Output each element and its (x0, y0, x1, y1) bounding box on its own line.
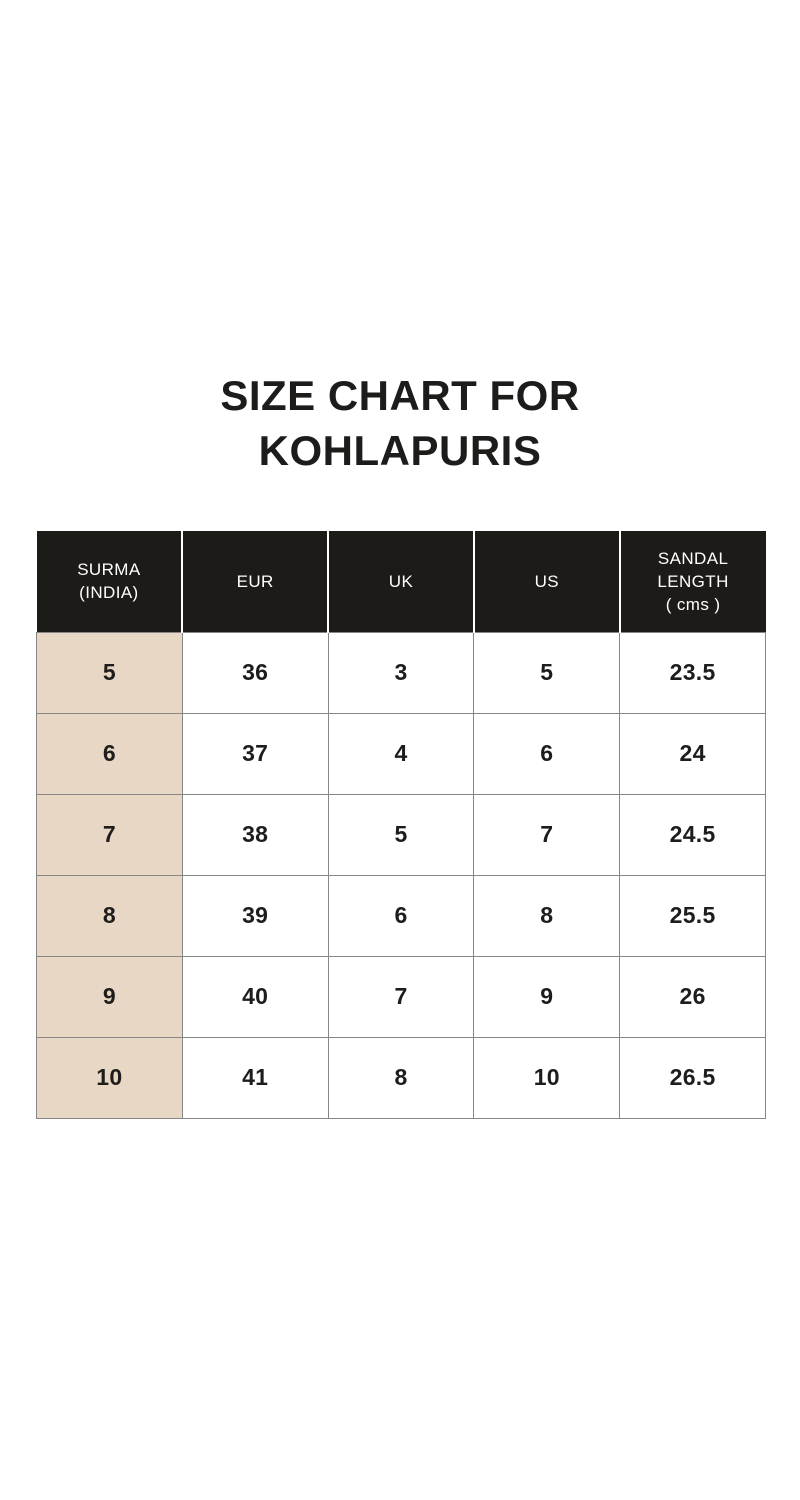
table-row: 7 38 5 7 24.5 (36, 793, 766, 876)
table-row: 10 41 8 10 26.5 (36, 1036, 766, 1119)
table-cell-uk: 4 (327, 712, 475, 795)
size-chart-body: 5 36 3 5 23.5 6 37 4 6 24 7 38 5 7 24.5 (36, 631, 766, 1119)
header-cell-us: US (473, 531, 621, 632)
table-cell-us: 7 (473, 793, 621, 876)
page-title: SIZE CHART FOR KOHLAPURIS (0, 368, 800, 478)
table-cell-eur: 36 (181, 631, 329, 714)
page-title-line-1: SIZE CHART FOR (220, 372, 580, 419)
header-cell-uk: UK (328, 531, 475, 632)
table-cell-surma: 7 (36, 793, 183, 876)
table-cell-length: 25.5 (619, 874, 766, 957)
header-label-line: EUR (236, 571, 274, 591)
table-cell-eur: 41 (181, 1036, 329, 1119)
table-cell-length: 24.5 (619, 793, 766, 876)
table-cell-surma: 6 (36, 712, 183, 795)
header-label-line: (INDIA) (79, 583, 139, 603)
table-cell-length: 23.5 (619, 631, 766, 714)
header-cell-eur: EUR (182, 531, 330, 632)
table-cell-surma: 8 (36, 874, 183, 957)
size-chart-table: SURMA (INDIA) EUR UK US SANDAL LENGTH ( … (36, 531, 766, 1119)
table-row: 5 36 3 5 23.5 (36, 631, 766, 714)
header-label-line: SURMA (77, 560, 141, 580)
header-label-line: UK (388, 571, 414, 591)
table-cell-uk: 3 (327, 631, 475, 714)
size-chart-header: SURMA (INDIA) EUR UK US SANDAL LENGTH ( … (36, 531, 766, 632)
table-cell-us: 9 (473, 955, 621, 1038)
table-cell-uk: 8 (327, 1036, 475, 1119)
table-row: 8 39 6 8 25.5 (36, 874, 766, 957)
table-cell-uk: 5 (327, 793, 475, 876)
table-cell-us: 6 (473, 712, 621, 795)
table-cell-eur: 38 (181, 793, 329, 876)
table-cell-length: 24 (619, 712, 766, 795)
page-title-line-2: KOHLAPURIS (258, 427, 542, 474)
table-cell-uk: 6 (327, 874, 475, 957)
table-row: 6 37 4 6 24 (36, 712, 766, 795)
header-label-line: LENGTH (657, 571, 729, 591)
header-row: SURMA (INDIA) EUR UK US SANDAL LENGTH ( … (36, 531, 766, 632)
header-cell-surma-india: SURMA (INDIA) (36, 531, 184, 632)
header-label-line: US (534, 571, 559, 591)
table-cell-eur: 39 (181, 874, 329, 957)
table-cell-surma: 10 (36, 1036, 183, 1119)
table-cell-surma: 9 (36, 955, 183, 1038)
table-cell-length: 26 (619, 955, 766, 1038)
table-row: 9 40 7 9 26 (36, 955, 766, 1038)
table-cell-eur: 40 (181, 955, 329, 1038)
table-cell-us: 10 (473, 1036, 621, 1119)
table-cell-eur: 37 (181, 712, 329, 795)
table-cell-us: 5 (473, 631, 621, 714)
table-cell-us: 8 (473, 874, 621, 957)
table-cell-surma: 5 (36, 631, 183, 714)
table-cell-uk: 7 (327, 955, 475, 1038)
header-label-line: SANDAL (657, 548, 729, 568)
header-cell-sandal-length: SANDAL LENGTH ( cms ) (619, 531, 766, 632)
table-cell-length: 26.5 (619, 1036, 766, 1119)
header-label-line: ( cms ) (665, 594, 721, 614)
